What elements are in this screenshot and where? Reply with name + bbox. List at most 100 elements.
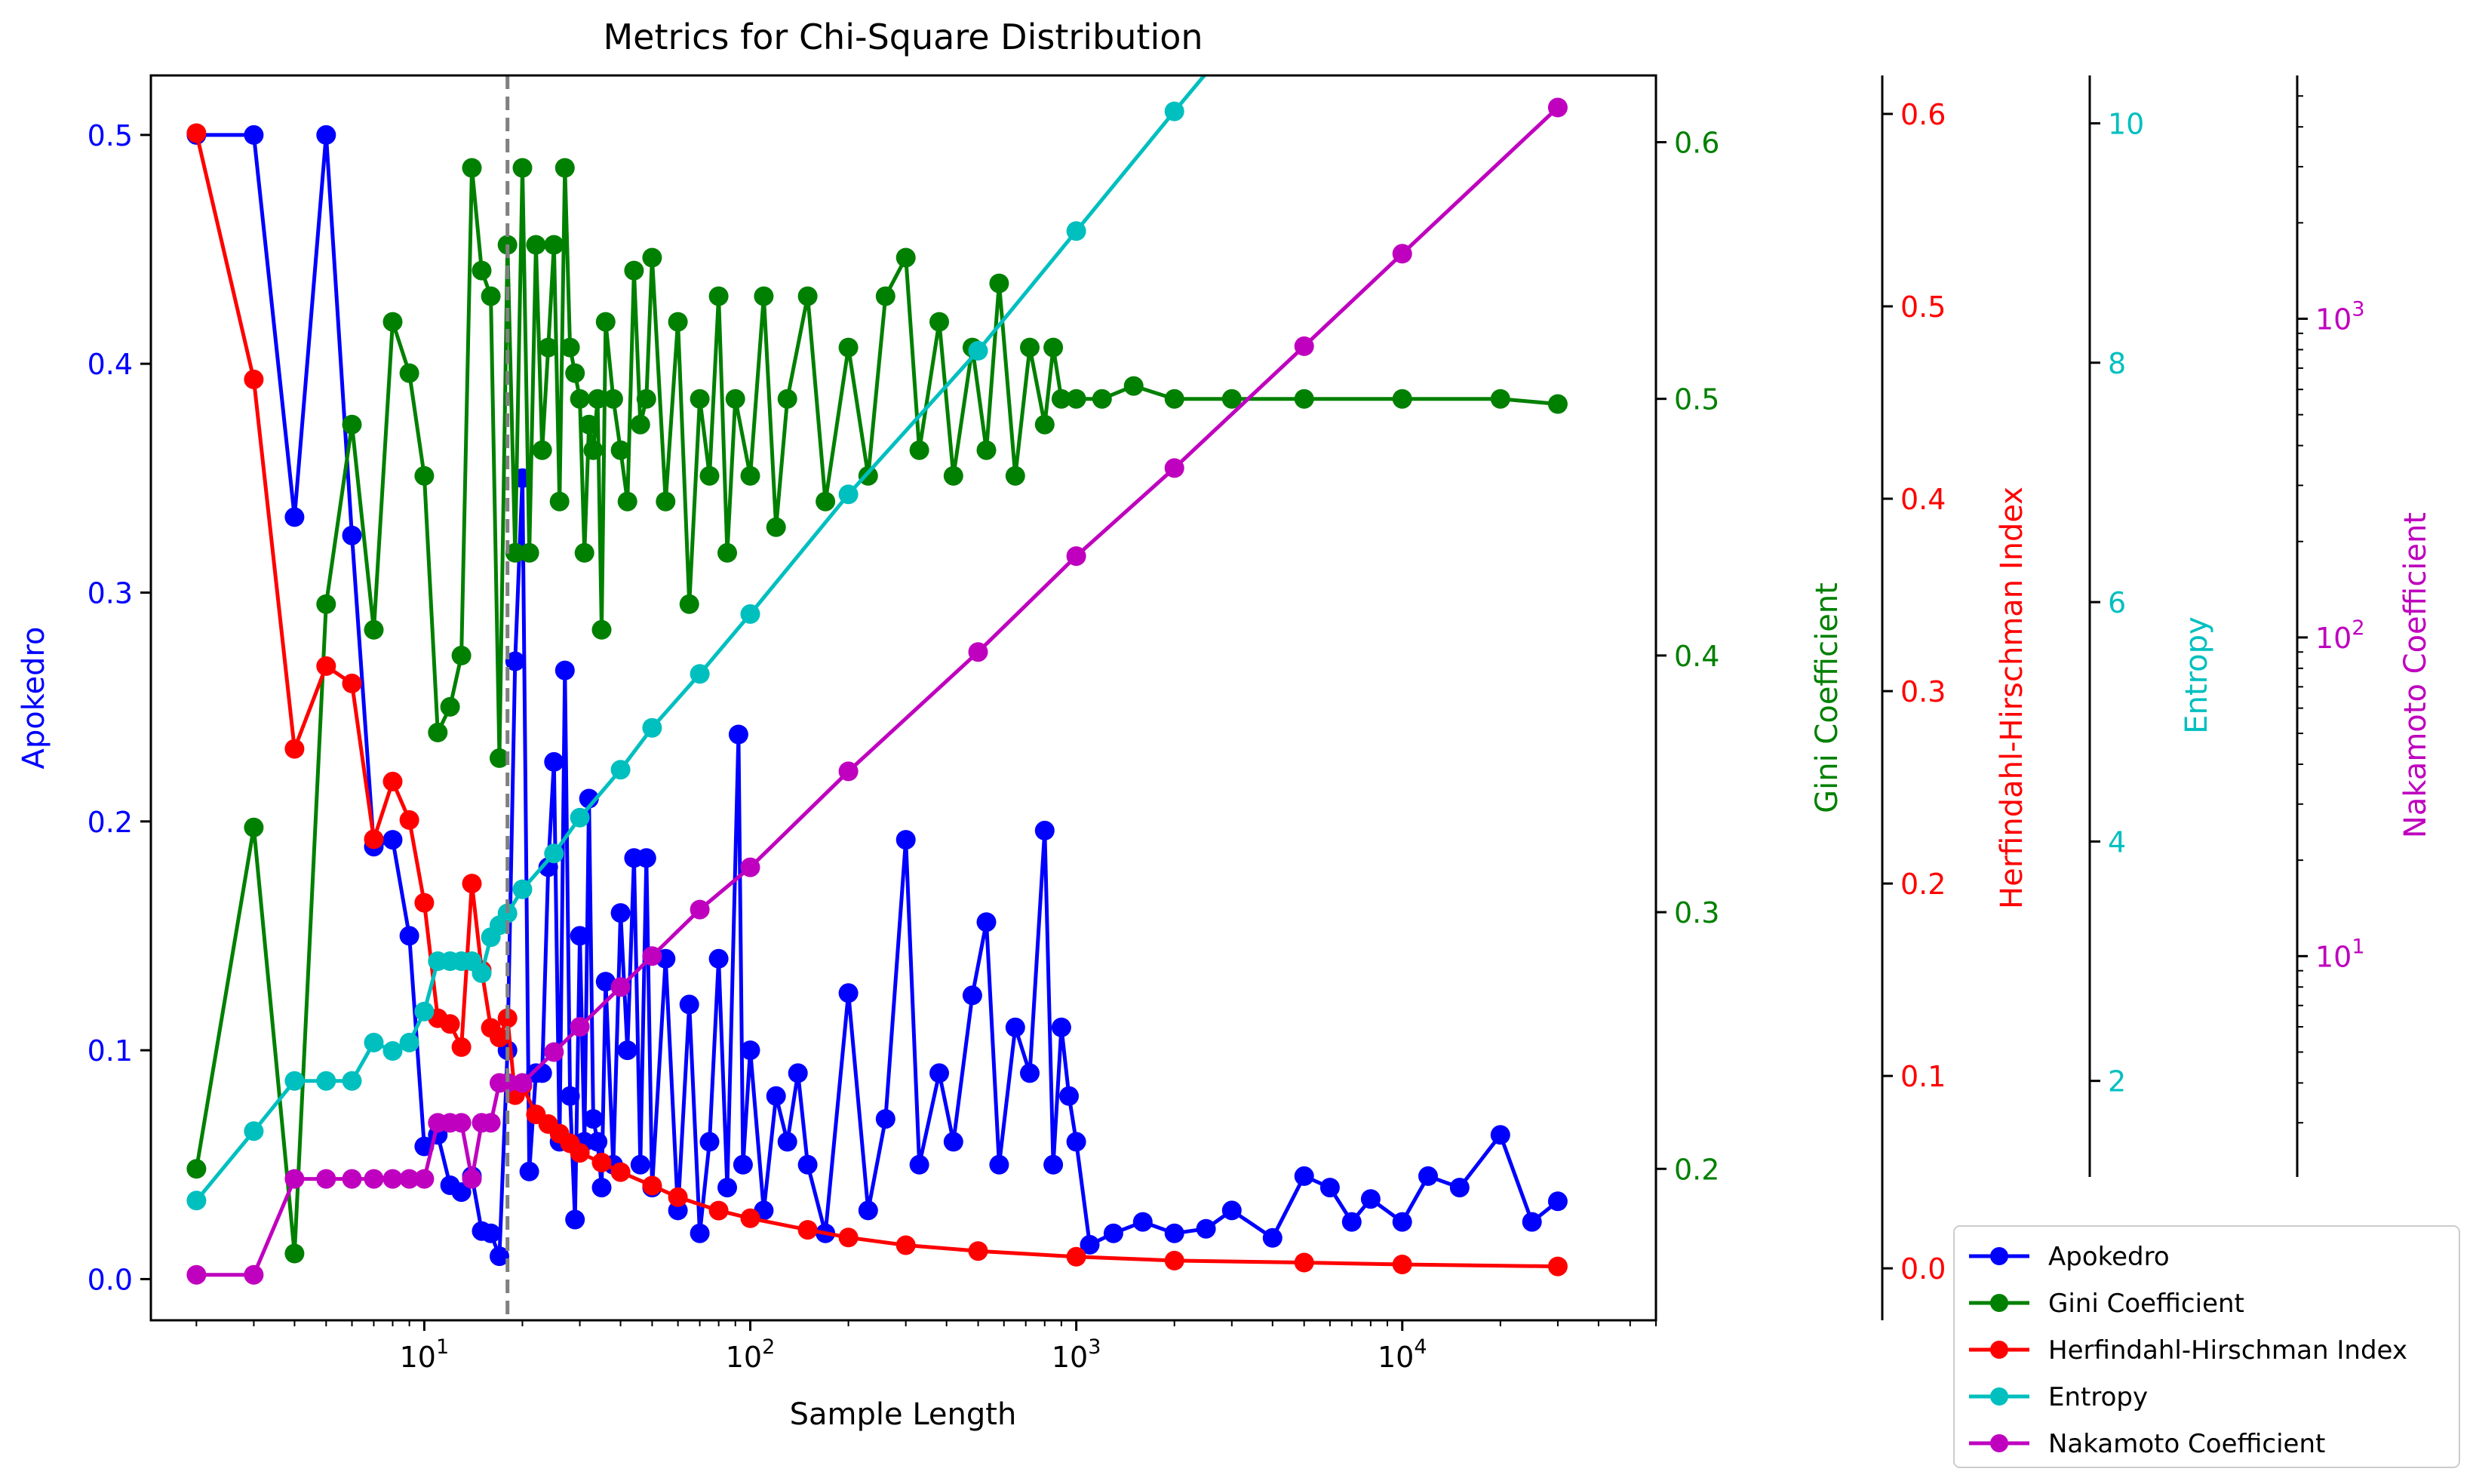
data-point-gini <box>1005 465 1025 486</box>
y-tick-label-gini: 0.4 <box>1674 640 1719 673</box>
data-point-nakamoto <box>642 946 662 966</box>
data-point-nakamoto <box>342 1169 362 1189</box>
data-point-apokedro <box>1080 1234 1100 1255</box>
data-point-gini <box>532 440 552 460</box>
x-tick-label: 103 <box>1052 1335 1101 1374</box>
data-point-apokedro <box>1418 1166 1438 1186</box>
data-point-gini <box>526 235 546 255</box>
y-tick-label-gini: 0.3 <box>1674 896 1719 929</box>
data-point-entropy <box>544 843 564 864</box>
data-point-hhi <box>1164 1250 1184 1270</box>
data-point-gini <box>414 465 435 486</box>
chart-title: Metrics for Chi-Square Distribution <box>603 17 1203 57</box>
data-point-gini <box>642 247 662 268</box>
data-point-nakamoto <box>414 1169 435 1189</box>
data-point-entropy <box>316 1071 336 1091</box>
legend-entry: Nakamoto Coefficient <box>1969 1429 2325 1459</box>
data-point-entropy <box>1066 221 1086 241</box>
data-point-gini <box>617 491 637 512</box>
y-tick-label-apokedro: 0.3 <box>88 576 133 610</box>
y-tick-label-hhi: 0.4 <box>1900 483 1946 516</box>
data-point-gini <box>1294 389 1314 409</box>
y-axis-entropy: 2 4 6 8 10 Entropy <box>2088 75 2214 1177</box>
data-point-gini <box>895 247 916 268</box>
data-point-entropy <box>690 664 710 684</box>
data-point-apokedro <box>532 1063 552 1083</box>
data-point-hhi <box>490 1028 509 1048</box>
y-axis-label-apokedro: Apokedro <box>17 626 51 769</box>
y-axis-label-hhi: Herfindahl-Hirschman Index <box>1995 487 2029 909</box>
data-point-nakamoto <box>186 1264 207 1285</box>
data-point-gini <box>364 619 384 640</box>
data-point-apokedro <box>728 724 748 745</box>
y-tick-label-entropy: 4 <box>2108 825 2126 859</box>
data-point-gini <box>690 389 710 409</box>
data-point-gini <box>636 389 656 409</box>
data-point-nakamoto <box>284 1169 305 1189</box>
data-point-apokedro <box>929 1063 949 1083</box>
data-point-hhi <box>968 1241 988 1261</box>
y-tick-label-hhi: 0.2 <box>1900 868 1946 901</box>
data-point-hhi <box>708 1200 729 1221</box>
data-point-gini <box>1164 389 1184 409</box>
data-point-gini <box>725 389 745 409</box>
data-point-apokedro <box>342 525 362 545</box>
data-point-apokedro <box>895 830 916 850</box>
data-point-gini <box>588 389 608 409</box>
legend-marker <box>1990 1434 2008 1452</box>
data-point-apokedro <box>1103 1223 1123 1243</box>
data-point-gini <box>428 722 448 742</box>
y-axis-apokedro: 0.0 0.1 0.2 0.3 0.4 0.5 Apokedro <box>17 119 151 1296</box>
data-point-gini <box>544 235 564 255</box>
data-point-apokedro <box>636 848 656 868</box>
data-point-apokedro <box>544 751 564 772</box>
data-point-apokedro <box>717 1178 737 1198</box>
data-point-apokedro <box>244 124 264 145</box>
data-point-hhi <box>284 739 305 759</box>
y-tick-label-gini: 0.5 <box>1674 383 1719 416</box>
data-point-gini <box>538 337 558 358</box>
y-tick-label-apokedro: 0.4 <box>88 348 133 381</box>
data-point-apokedro <box>1196 1218 1216 1239</box>
data-point-apokedro <box>1294 1166 1314 1186</box>
data-point-apokedro <box>858 1200 878 1221</box>
legend-label: Nakamoto Coefficient <box>2048 1429 2325 1459</box>
data-point-gini <box>1123 376 1144 396</box>
legend-label: Apokedro <box>2048 1242 2170 1272</box>
y-tick-label-hhi: 0.5 <box>1900 290 1946 324</box>
data-point-hhi <box>1392 1255 1412 1274</box>
y-tick-label-apokedro: 0.2 <box>88 806 133 839</box>
data-point-apokedro <box>1319 1178 1340 1198</box>
legend-label: Herfindahl-Hirschman Index <box>2048 1335 2407 1366</box>
data-point-nakamoto <box>1164 458 1184 478</box>
data-point-apokedro <box>1392 1212 1412 1232</box>
data-point-nakamoto <box>316 1169 336 1189</box>
data-point-gini <box>717 542 737 563</box>
data-point-apokedro <box>1449 1178 1470 1198</box>
data-point-apokedro <box>1132 1212 1153 1232</box>
data-point-entropy <box>1164 101 1184 121</box>
data-point-apokedro <box>583 1109 604 1129</box>
data-point-gini <box>554 158 575 178</box>
data-point-gini <box>929 312 949 332</box>
data-point-nakamoto <box>481 1113 501 1133</box>
data-point-apokedro <box>565 1209 585 1230</box>
data-point-gini <box>699 465 720 486</box>
data-point-gini <box>754 286 774 306</box>
y-axis-label-nakamoto: Nakamoto Coefficient <box>2398 512 2433 838</box>
data-point-hhi <box>1294 1252 1314 1273</box>
data-point-apokedro <box>699 1132 720 1152</box>
data-point-entropy <box>284 1071 305 1091</box>
data-point-apokedro <box>1164 1223 1184 1243</box>
series-entropy <box>186 75 1207 1211</box>
y-tick-label-hhi: 0.3 <box>1900 675 1946 708</box>
data-point-apokedro <box>490 1246 509 1267</box>
data-point-hhi <box>244 369 264 389</box>
data-point-gini <box>630 414 650 435</box>
data-point-nakamoto <box>512 1073 533 1093</box>
y-tick-label-nakamoto: 102 <box>2315 616 2365 655</box>
data-point-gini <box>989 273 1009 293</box>
x-axis: 101 102 103 104 <box>195 1320 1657 1374</box>
data-point-gini <box>838 337 859 358</box>
data-point-hhi <box>451 1037 472 1057</box>
